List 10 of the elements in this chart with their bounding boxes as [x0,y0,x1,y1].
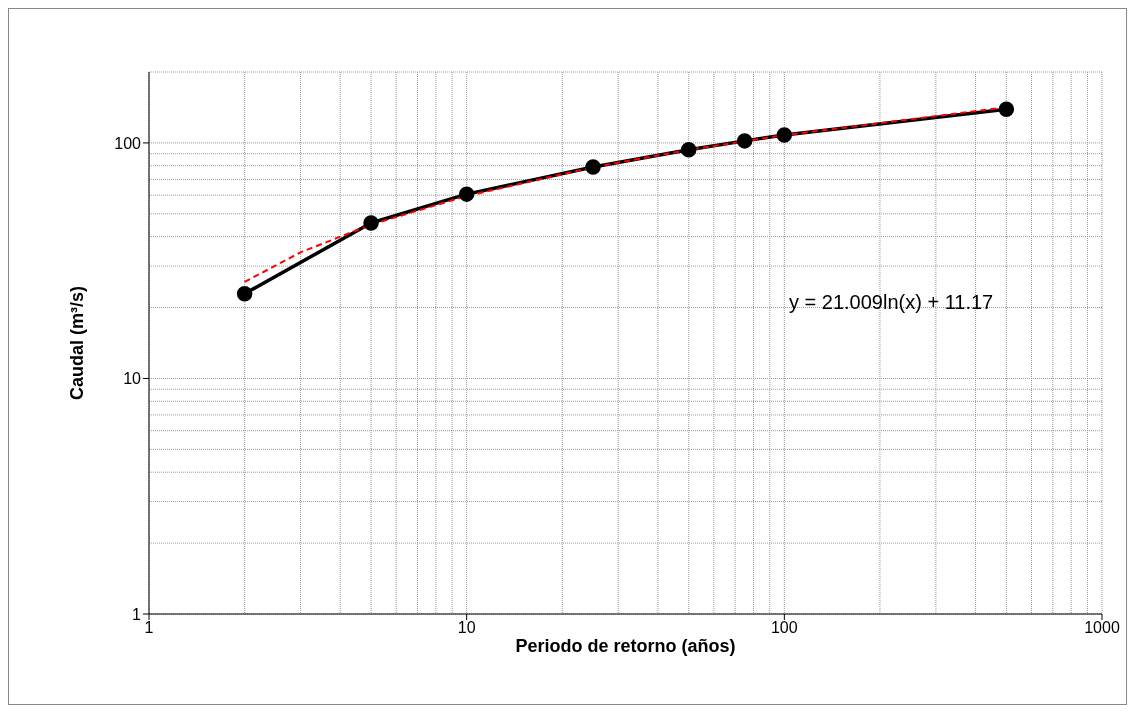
y-axis-title: Caudal (m³/s) [67,285,88,401]
x-axis-title: Periodo de retorno (años) [515,636,736,656]
y-tick-label: 1 [132,605,142,623]
y-tick-label: 10 [123,370,142,388]
x-tick-label: 10 [457,619,476,637]
annotation: y = 21.009ln(x) + 11.17 [789,291,994,314]
x-tick-label: 1000 [1084,619,1120,637]
x-tick-label: 100 [770,619,798,637]
y-tick-label: 100 [114,134,142,152]
x-tick-label: 1 [144,619,154,637]
